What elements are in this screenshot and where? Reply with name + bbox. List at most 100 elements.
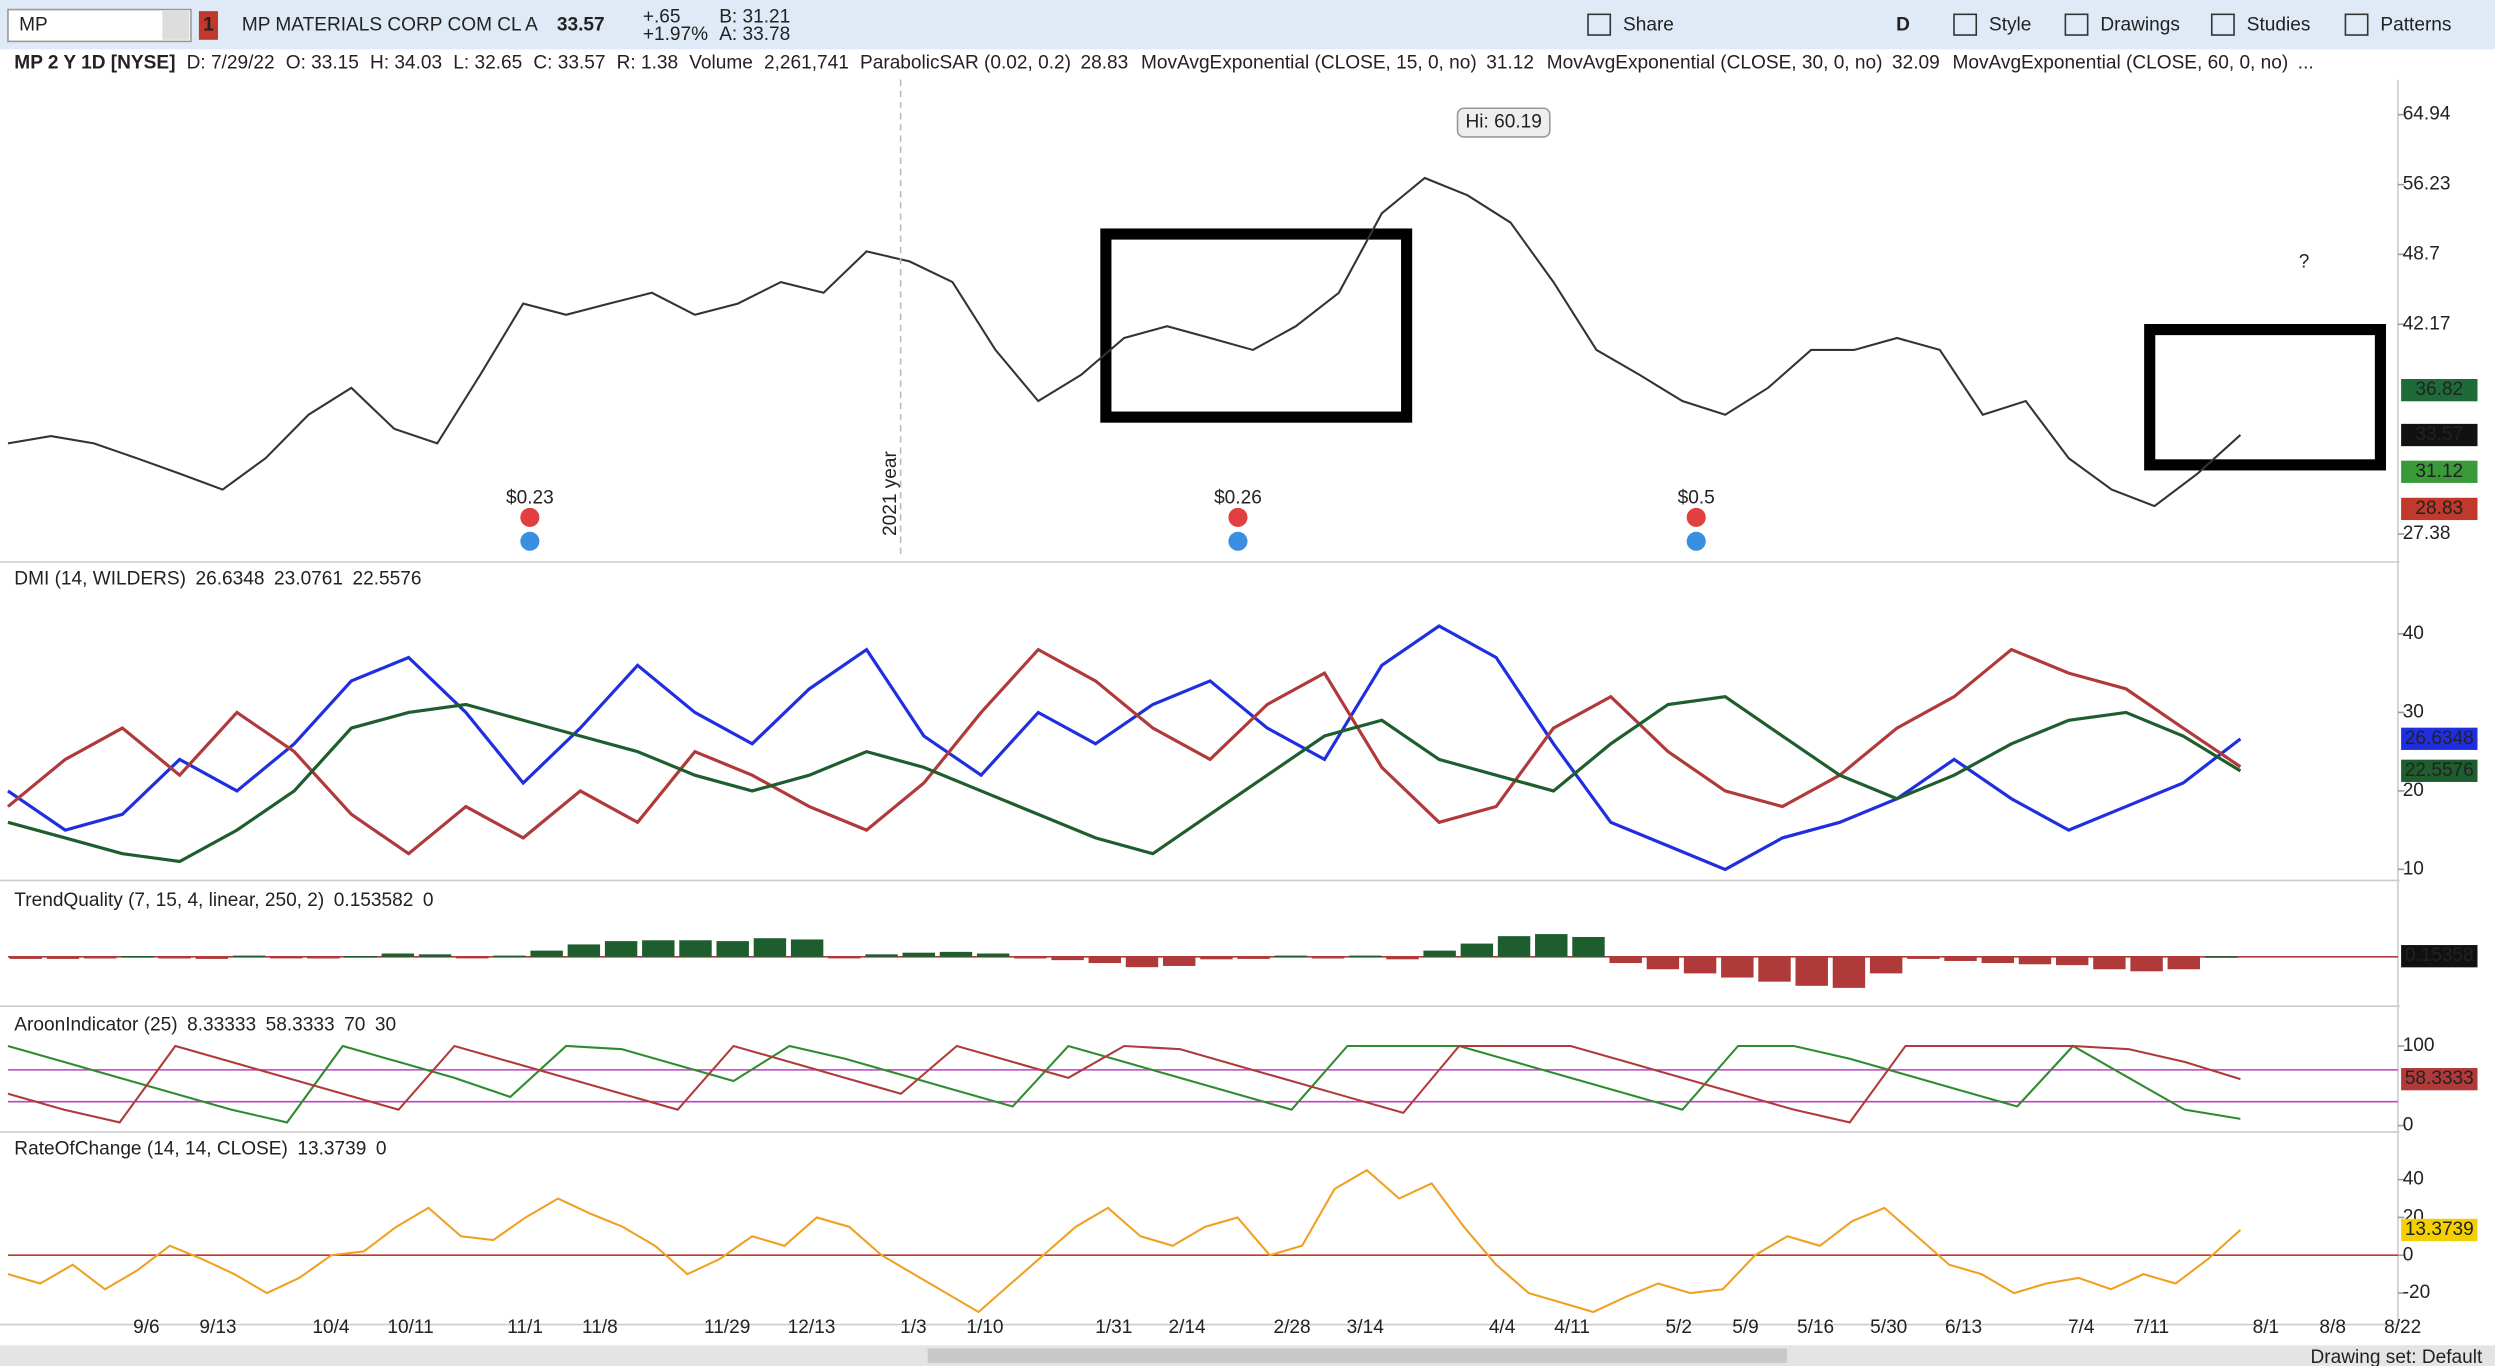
histogram-bar	[232, 955, 266, 958]
toolbar-button-icon[interactable]	[1587, 13, 1612, 36]
y-tick-label: 10	[2403, 858, 2424, 879]
info-item: R: 1.38	[617, 53, 678, 74]
date-label: 8/1	[2253, 1317, 2280, 1338]
series-line	[6, 647, 2242, 856]
date-label: 11/29	[704, 1317, 750, 1338]
price-marker-label: 33.57	[2415, 424, 2463, 445]
histogram-bar	[790, 939, 824, 957]
histogram-bar	[307, 956, 340, 959]
y-tick-label: 42.17	[2403, 313, 2451, 334]
histogram-bar	[1497, 936, 1531, 957]
histogram-bar	[679, 940, 712, 957]
info-item: H: 34.03	[370, 53, 442, 74]
year-mark: 2021 year	[880, 450, 901, 536]
histogram-bar	[2204, 956, 2238, 958]
study-readout: 13.3739	[297, 1139, 366, 1160]
histogram-bar	[1869, 956, 1903, 974]
date-label: 7/4	[2068, 1317, 2095, 1338]
histogram-bar	[2167, 956, 2201, 970]
change: +.65	[643, 7, 681, 28]
histogram-bar	[9, 956, 42, 959]
histogram-bar	[1535, 934, 1568, 957]
histogram-bar	[1349, 955, 1382, 958]
study-readout: 30	[375, 1014, 396, 1035]
series-line	[7, 1044, 2241, 1124]
toolbar-button: Style	[1989, 15, 2031, 36]
histogram-bar	[158, 956, 191, 959]
series-line	[7, 1044, 2241, 1124]
price-marker	[2401, 379, 2478, 402]
date-label: 12/13	[788, 1317, 836, 1338]
study-readout: 70	[344, 1014, 365, 1035]
study-label: MovAvgExponential (CLOSE, 30, 0, no)	[1547, 53, 1883, 74]
histogram-bar	[1572, 936, 1605, 957]
toolbar-button-icon[interactable]	[2064, 13, 2089, 36]
toolbar-button: Studies	[2247, 15, 2311, 36]
study-title: AroonIndicator (25)	[14, 1014, 177, 1035]
date-label: 3/14	[1347, 1317, 1385, 1338]
study-label: MovAvgExponential (CLOSE, 15, 0, no)	[1141, 53, 1477, 74]
toolbar-button-icon[interactable]	[2344, 13, 2369, 36]
study-value: 32.09	[1892, 53, 1940, 74]
dividend-icon	[1686, 507, 1706, 527]
study-value: 31.12	[1486, 53, 1534, 74]
histogram-bar	[865, 954, 898, 957]
price-marker-label: 36.82	[2415, 379, 2463, 400]
symbol-dropdown[interactable]	[162, 11, 190, 40]
date-label: 9/6	[133, 1317, 160, 1338]
study-title: TrendQuality (7, 15, 4, linear, 250, 2)	[14, 890, 324, 911]
scroll-thumb[interactable]	[927, 1348, 1787, 1363]
histogram-bar	[493, 955, 526, 958]
highlight-box	[2144, 323, 2387, 471]
question-mark: ?	[2299, 252, 2310, 273]
histogram-bar	[1683, 956, 1717, 974]
histogram-bar	[939, 951, 973, 957]
price-marker	[2401, 1218, 2478, 1242]
date-label: 2/14	[1168, 1317, 1206, 1338]
price-marker-label: 0.15358	[2405, 945, 2474, 966]
price-marker	[2401, 423, 2478, 447]
study-readout: 58.3333	[266, 1014, 335, 1035]
y-tick-label: -20	[2403, 1282, 2431, 1303]
histogram-bar	[2130, 956, 2163, 972]
dividend-label: $0.26	[1214, 487, 1262, 508]
histogram-bar	[1758, 956, 1791, 982]
period: D	[1896, 15, 1910, 36]
histogram-bar	[418, 954, 452, 957]
toolbar	[0, 0, 2495, 50]
date-label: 5/2	[1665, 1317, 1692, 1338]
y-tick-label: 0	[2403, 1244, 2414, 1265]
high-callout	[1456, 107, 1551, 138]
histogram-bar	[1237, 956, 1270, 959]
change-pct: +1.97%	[643, 24, 708, 45]
price-marker-label: 58.3333	[2405, 1068, 2474, 1089]
toolbar-button-icon[interactable]	[1953, 13, 1978, 36]
histogram-bar	[195, 956, 229, 959]
y-tick-label: 20	[2403, 780, 2424, 801]
date-label: 8/8	[2319, 1317, 2346, 1338]
toolbar-button: Drawings	[2100, 15, 2180, 36]
toolbar-button-icon[interactable]	[2210, 13, 2235, 36]
histogram-bar	[1014, 956, 1047, 959]
price-marker	[2401, 497, 2478, 521]
histogram-bar	[976, 953, 1010, 957]
histogram-bar	[1274, 955, 1308, 958]
symbol-box[interactable]	[7, 8, 192, 43]
y-tick-label: 27.38	[2403, 523, 2451, 544]
histogram-bar	[604, 941, 638, 957]
symbol: MP	[19, 15, 48, 36]
histogram-bar	[2018, 956, 2052, 965]
histogram-bar	[1981, 956, 2014, 964]
study-readout: 0.153582	[334, 890, 414, 911]
histogram-bar	[2093, 956, 2126, 970]
date-label: 9/13	[199, 1317, 236, 1338]
toolbar-button: Patterns	[2380, 15, 2451, 36]
histogram-bar	[1721, 956, 1754, 978]
info-item: L: 32.65	[453, 53, 522, 74]
price-marker	[2401, 460, 2478, 483]
date-label: 5/9	[1732, 1317, 1759, 1338]
alert-badge[interactable]	[198, 11, 218, 40]
price-marker	[2401, 727, 2478, 750]
histogram-bar	[1088, 956, 1121, 964]
